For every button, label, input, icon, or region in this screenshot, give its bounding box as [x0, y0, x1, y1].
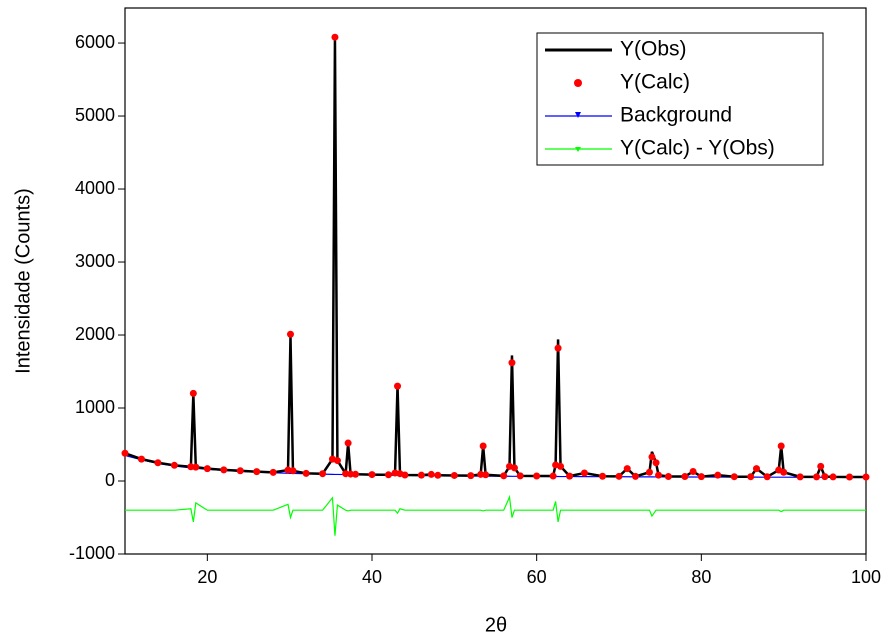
- calc-point: [192, 463, 200, 471]
- calc-point: [752, 465, 760, 473]
- calc-point: [623, 465, 631, 473]
- y-tick-label: 0: [105, 470, 115, 490]
- calc-point: [154, 459, 162, 467]
- x-tick-label: 20: [197, 567, 217, 587]
- legend-marker: [575, 112, 581, 118]
- calc-point: [302, 469, 310, 477]
- series-line: [125, 494, 866, 536]
- legend-label: Y(Calc) - Y(Obs): [620, 137, 775, 160]
- calc-point: [557, 462, 565, 470]
- calc-point: [286, 330, 294, 338]
- calc-point: [821, 473, 829, 481]
- calc-point: [862, 473, 870, 481]
- calc-point: [319, 470, 327, 478]
- calc-point: [417, 471, 425, 479]
- calc-point: [747, 473, 755, 481]
- calc-point: [645, 468, 653, 476]
- plot-frame: [124, 7, 867, 555]
- calc-point: [615, 472, 623, 480]
- calc-point: [655, 471, 663, 479]
- calc-point: [500, 472, 508, 480]
- x-tick-label: 80: [691, 567, 711, 587]
- calc-point: [479, 442, 487, 450]
- calc-point: [631, 472, 639, 480]
- calc-point: [681, 473, 689, 481]
- calc-point: [533, 472, 541, 480]
- calc-point: [289, 467, 297, 475]
- calc-point: [220, 466, 228, 474]
- calc-point: [813, 473, 821, 481]
- calc-point: [846, 473, 854, 481]
- calc-point: [236, 467, 244, 475]
- calc-point: [697, 473, 705, 481]
- calc-point: [599, 472, 607, 480]
- calc-point: [434, 471, 442, 479]
- calc-point: [566, 472, 574, 480]
- y-tick-label: 5000: [75, 105, 115, 125]
- calc-point: [269, 468, 277, 476]
- calc-point: [508, 359, 516, 367]
- calc-point: [689, 468, 697, 476]
- calc-point: [137, 455, 145, 463]
- calc-point: [347, 470, 355, 478]
- x-tick-label: 60: [527, 567, 547, 587]
- calc-point: [467, 472, 475, 480]
- calc-point: [427, 470, 435, 478]
- calc-point: [189, 389, 197, 397]
- calc-point: [652, 459, 660, 467]
- calc-point: [333, 457, 341, 465]
- x-tick-label: 40: [362, 567, 382, 587]
- legend-label: Y(Calc): [620, 71, 690, 94]
- calc-point: [170, 461, 178, 469]
- y-axis-title: Intensidade (Counts): [12, 188, 34, 374]
- calc-point: [829, 473, 837, 481]
- calc-point: [450, 471, 458, 479]
- y-tick-label: 1000: [75, 397, 115, 417]
- calc-point: [344, 439, 352, 447]
- y-tick-label: 4000: [75, 178, 115, 198]
- calc-point: [648, 453, 656, 461]
- calc-point: [516, 472, 524, 480]
- y-tick-label: 2000: [75, 324, 115, 344]
- calc-point: [368, 471, 376, 479]
- calc-point: [253, 468, 261, 476]
- x-axis-title: 2θ: [485, 614, 507, 636]
- calc-point: [510, 464, 518, 472]
- calc-point: [331, 33, 339, 41]
- calc-point: [482, 471, 490, 479]
- y-tick-label: 6000: [75, 32, 115, 52]
- calc-point: [203, 465, 211, 473]
- legend-label: Y(Obs): [620, 38, 687, 61]
- legend-marker: [575, 147, 581, 152]
- y-tick-label: -1000: [69, 543, 115, 563]
- calc-point: [763, 473, 771, 481]
- calc-point: [352, 470, 360, 478]
- calc-point: [549, 472, 557, 480]
- calc-point: [401, 471, 409, 479]
- y-tick-label: 3000: [75, 251, 115, 271]
- calc-point: [777, 442, 785, 450]
- calc-point: [714, 471, 722, 479]
- calc-point: [780, 468, 788, 476]
- calc-point: [384, 471, 392, 479]
- calc-point: [580, 469, 588, 477]
- legend-box: [536, 32, 824, 166]
- calc-point: [394, 382, 402, 390]
- calc-point: [121, 449, 129, 457]
- calc-point: [664, 472, 672, 480]
- calc-point: [554, 344, 562, 352]
- calc-point: [796, 473, 804, 481]
- calc-point: [817, 462, 825, 470]
- x-tick-label: 100: [851, 567, 881, 587]
- calc-point: [730, 473, 738, 481]
- legend-swatch: [574, 79, 582, 87]
- legend-label: Background: [620, 104, 732, 127]
